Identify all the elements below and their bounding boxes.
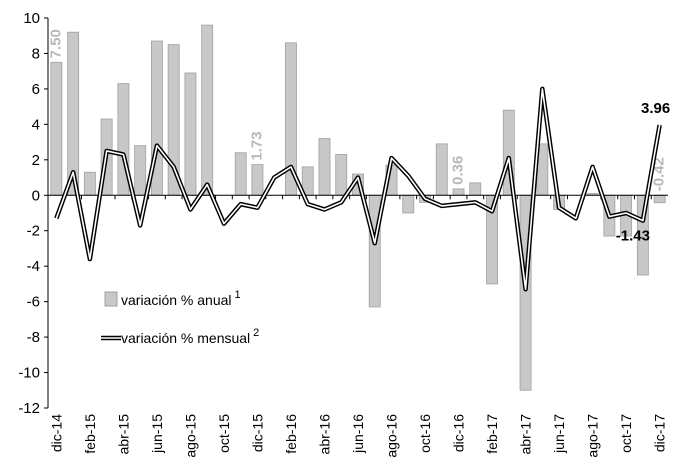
x-tick-label: ago-16 [384, 414, 400, 458]
x-tick-label: oct-16 [417, 414, 433, 453]
x-tick-label: abr-16 [316, 414, 332, 455]
data-label: -0.42 [651, 157, 668, 191]
bar [201, 24, 214, 196]
data-label: -1.43 [616, 228, 650, 245]
y-tick-label: -4 [27, 258, 40, 275]
bar [435, 143, 448, 196]
x-tick-label: feb-15 [82, 414, 98, 454]
legend-footnote: 1 [235, 289, 241, 301]
x-tick-label: abr-17 [518, 414, 534, 455]
x-tick-label: abr-15 [115, 414, 131, 455]
bar [184, 72, 197, 196]
data-label: 3.96 [641, 100, 670, 117]
bar [318, 138, 331, 196]
bar [469, 182, 482, 196]
bar [50, 61, 63, 196]
x-tick-label: feb-17 [484, 414, 500, 454]
bar [402, 194, 415, 214]
x-tick-label: oct-17 [618, 414, 634, 453]
legend-label: variación % anual 1 [121, 289, 241, 308]
bar [134, 145, 147, 196]
legend-name: variación % anual [121, 292, 232, 308]
x-tick-label: ago-17 [585, 414, 601, 458]
bar [653, 194, 666, 204]
line [55, 88, 661, 291]
x-tick-label: jun-16 [350, 414, 366, 454]
x-tick-label: jun-17 [551, 414, 567, 454]
y-tick-label: 8 [32, 45, 40, 62]
x-tick-label: jun-15 [149, 414, 165, 454]
y-tick-label: -2 [27, 223, 40, 240]
y-tick-label: -8 [27, 329, 40, 346]
data-label: 0.36 [450, 156, 467, 185]
y-tick-label: 10 [23, 10, 40, 27]
x-tick-label: dic-16 [451, 414, 467, 452]
x-tick-label: dic-15 [249, 414, 265, 452]
x-tick-label: feb-16 [283, 414, 299, 454]
y-tick-label: -6 [27, 294, 40, 311]
bar [83, 171, 96, 196]
legend-name: variación % mensual [121, 330, 250, 346]
bar [251, 164, 264, 196]
x-tick-label: ago-15 [182, 414, 198, 458]
y-tick-label: 4 [32, 116, 40, 133]
y-tick-label: 6 [32, 81, 40, 98]
x-tick-label: dic-17 [652, 414, 668, 452]
legend-label: variación % mensual 2 [121, 327, 259, 346]
data-label: 7.50 [47, 29, 64, 58]
x-tick-label: dic-14 [48, 414, 64, 452]
y-tick-label: 0 [32, 187, 40, 204]
x-tick-label: oct-15 [216, 414, 232, 453]
legend-footnote: 2 [253, 327, 259, 339]
bar [335, 154, 348, 196]
y-tick-label: -12 [18, 400, 40, 417]
bar [234, 152, 247, 196]
bar [452, 188, 465, 196]
y-tick-label: 2 [32, 152, 40, 169]
data-label: 1.73 [248, 131, 265, 160]
y-tick-label: -10 [18, 365, 40, 382]
legend-swatch [104, 291, 118, 307]
